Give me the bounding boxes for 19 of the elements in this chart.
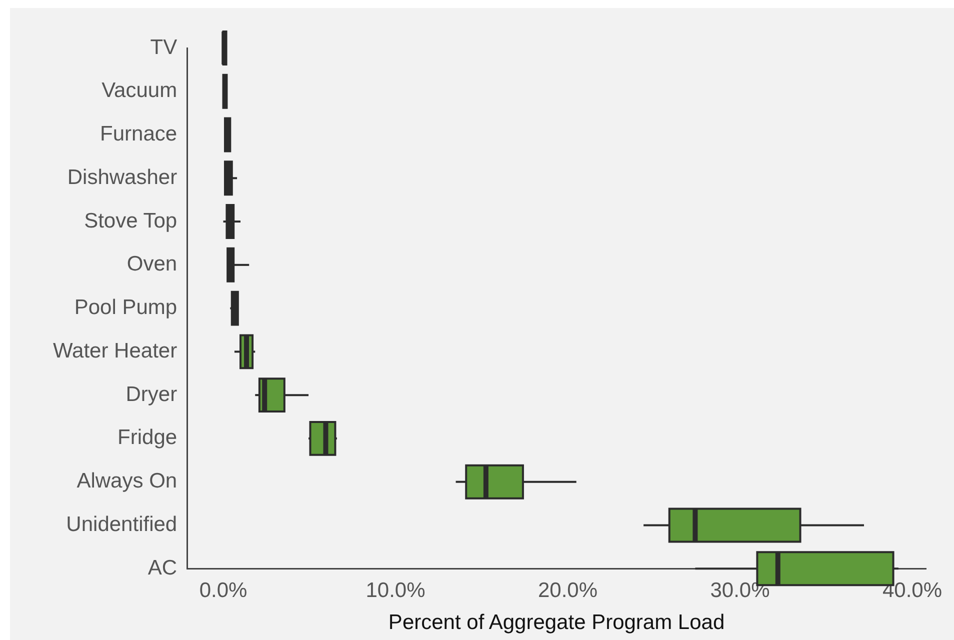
x-tick-label: 30.0% bbox=[710, 578, 770, 602]
x-tick-label: 40.0% bbox=[882, 578, 942, 602]
y-tick-label: Pool Pump bbox=[74, 296, 178, 320]
x-axis-title: Percent of Aggregate Program Load bbox=[388, 611, 725, 634]
y-tick-label: Water Heater bbox=[53, 339, 178, 362]
x-tick-label: 10.0% bbox=[366, 578, 426, 602]
x-tick-label: 0.0% bbox=[199, 578, 248, 602]
y-tick-label: Stove Top bbox=[84, 209, 178, 232]
y-tick-label: Fridge bbox=[118, 426, 178, 450]
y-tick-label: Vacuum bbox=[102, 79, 178, 102]
y-tick-label: Dryer bbox=[126, 382, 178, 406]
y-tick-label: Furnace bbox=[100, 122, 178, 146]
y-tick-label: Always On bbox=[76, 470, 178, 493]
x-tick-label: 20.0% bbox=[538, 578, 598, 602]
y-tick-label: Oven bbox=[126, 252, 178, 276]
y-tick-label: TV bbox=[150, 36, 178, 59]
y-tick-label: AC bbox=[148, 556, 178, 580]
y-tick-label: Dishwasher bbox=[67, 166, 178, 189]
y-tick-label: Unidentified bbox=[66, 513, 178, 536]
